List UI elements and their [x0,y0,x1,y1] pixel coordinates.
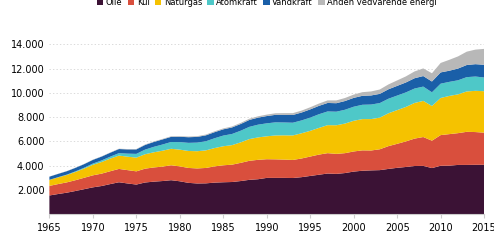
Legend: Olie, Kul, Naturgas, Atomkraft, Vandkraft, Anden vedvarende energi: Olie, Kul, Naturgas, Atomkraft, Vandkraf… [97,0,437,7]
